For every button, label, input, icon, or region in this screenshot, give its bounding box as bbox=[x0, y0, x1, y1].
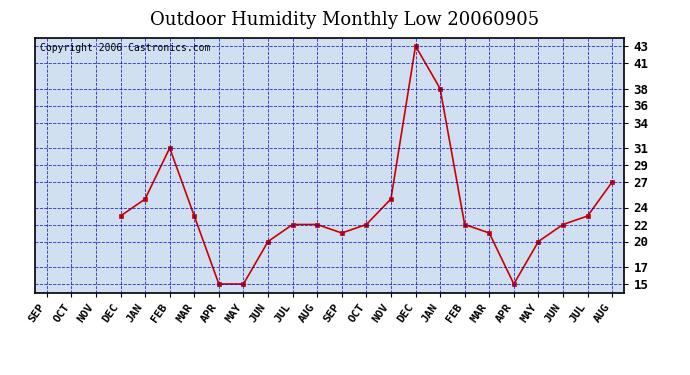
Text: Copyright 2006 Castronics.com: Copyright 2006 Castronics.com bbox=[41, 43, 210, 52]
Text: Outdoor Humidity Monthly Low 20060905: Outdoor Humidity Monthly Low 20060905 bbox=[150, 11, 540, 29]
